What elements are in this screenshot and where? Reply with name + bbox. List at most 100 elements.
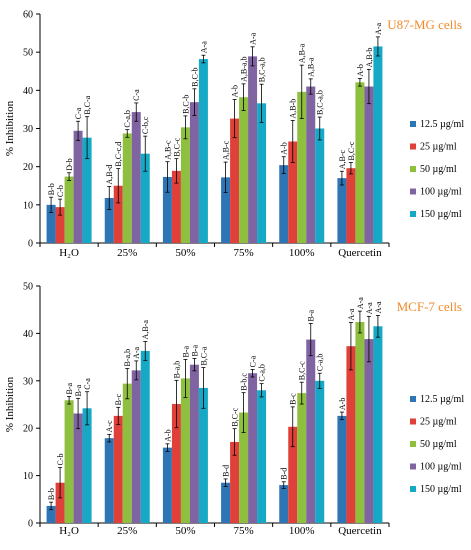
significance-label: B,C-a	[199, 346, 208, 365]
significance-label: A-a	[365, 302, 374, 314]
bar	[113, 185, 123, 243]
legend-label: 100 µg/ml	[420, 462, 462, 473]
significance-label: B-d	[280, 468, 289, 480]
bar	[248, 373, 258, 523]
significance-label: A-b	[280, 142, 289, 154]
y-tick-label: 30	[23, 124, 33, 135]
bar	[198, 59, 208, 243]
bar	[337, 178, 347, 243]
chart-title: U87-MG cells	[387, 17, 462, 32]
significance-label: A,B-d	[105, 165, 114, 185]
y-tick-label: 10	[23, 200, 33, 211]
x-tick-label: 50%	[175, 525, 195, 537]
significance-label: A,B-c	[338, 149, 347, 169]
bar	[364, 86, 374, 244]
significance-label: C-a	[249, 355, 258, 367]
legend-swatch	[410, 418, 416, 425]
x-tick-label: 75%	[233, 247, 253, 259]
significance-label: A,B-a	[298, 43, 307, 63]
bar	[279, 485, 289, 523]
y-tick-label: 0	[28, 239, 33, 250]
legend-label: 50 µg/ml	[420, 164, 457, 175]
significance-label: C-a,b	[258, 364, 267, 382]
bar	[73, 130, 83, 243]
x-tick-label: 50%	[175, 247, 195, 259]
y-tick-label: 20	[23, 162, 33, 173]
bar	[279, 165, 289, 243]
y-tick-label: 30	[23, 376, 33, 387]
legend-swatch	[410, 121, 416, 127]
x-tick-label: 100%	[289, 525, 315, 537]
bar	[230, 118, 240, 243]
bar	[315, 128, 325, 243]
bar	[104, 197, 114, 243]
significance-label: A-a	[347, 308, 356, 320]
bar	[55, 207, 65, 243]
legend-label: 50 µg/ml	[420, 439, 457, 450]
x-tick-label: Quercetin	[338, 247, 382, 259]
significance-label: B-a	[307, 309, 316, 321]
significance-label: A-a	[199, 41, 208, 53]
legend-label: 150 µg/ml	[420, 484, 462, 495]
significance-label: A-a	[374, 301, 383, 313]
legend-label: 25 µg/ml	[420, 142, 457, 153]
significance-label: B-a	[65, 382, 74, 394]
significance-label: A,B-c	[163, 140, 172, 160]
y-tick-label: 60	[23, 10, 33, 21]
significance-label: B,C-a,b	[258, 57, 267, 82]
bar	[64, 400, 74, 523]
bar	[346, 168, 356, 243]
bar	[180, 127, 190, 243]
significance-label: A,B-b	[365, 48, 374, 68]
x-tick-label: 25%	[117, 247, 137, 259]
significance-label: A,B-a	[307, 57, 316, 77]
x-tick-label: H₂O	[59, 247, 79, 259]
bar	[288, 141, 298, 243]
y-tick-label: 50	[23, 282, 33, 293]
x-tick-label: 25%	[117, 525, 137, 537]
legend-label: 25 µg/ml	[420, 417, 457, 428]
significance-label: A-a	[132, 346, 141, 358]
bar	[189, 364, 199, 523]
significance-label: B-c	[114, 393, 123, 405]
legend-swatch	[410, 188, 416, 195]
bar	[122, 133, 132, 243]
x-tick-label: 100%	[289, 247, 315, 259]
significance-label: A,B-a	[141, 320, 150, 340]
significance-label: B,C-a	[83, 95, 92, 114]
bar	[288, 426, 298, 523]
bar	[248, 56, 258, 243]
significance-label: A-a	[374, 22, 383, 34]
significance-label: B,C-b	[181, 95, 190, 114]
bar	[189, 102, 199, 243]
significance-label: B,C-c	[172, 137, 181, 156]
legend-swatch	[410, 441, 416, 447]
significance-label: A,B-c	[222, 140, 231, 160]
bar	[171, 170, 181, 243]
significance-label: B,C-c	[347, 141, 356, 160]
bar	[257, 390, 267, 523]
bar	[162, 447, 172, 523]
y-tick-label: 0	[28, 519, 33, 530]
bar	[46, 505, 56, 523]
bar	[140, 153, 150, 243]
y-axis-title: % Inhibition	[4, 100, 16, 156]
significance-label: B-b,c	[240, 373, 249, 391]
bar	[73, 413, 83, 523]
bar	[355, 322, 365, 523]
bar	[239, 412, 249, 523]
bar	[297, 91, 307, 243]
y-tick-label: 40	[23, 86, 33, 97]
y-tick-label: 20	[23, 424, 33, 435]
legend-swatch	[410, 396, 416, 402]
bar	[140, 350, 150, 523]
bar	[131, 112, 141, 243]
significance-label: B,C-a,b	[316, 90, 325, 115]
legend: 12.5 µg/ml 25 µg/ml 50 µg/ml 100 µg/ml 150 µ…	[410, 119, 464, 220]
significance-label: A-a	[249, 32, 258, 44]
y-tick-label: 50	[23, 48, 33, 59]
bar	[239, 97, 249, 243]
bar	[306, 339, 316, 523]
bar	[82, 408, 92, 523]
legend-swatch	[410, 143, 416, 150]
